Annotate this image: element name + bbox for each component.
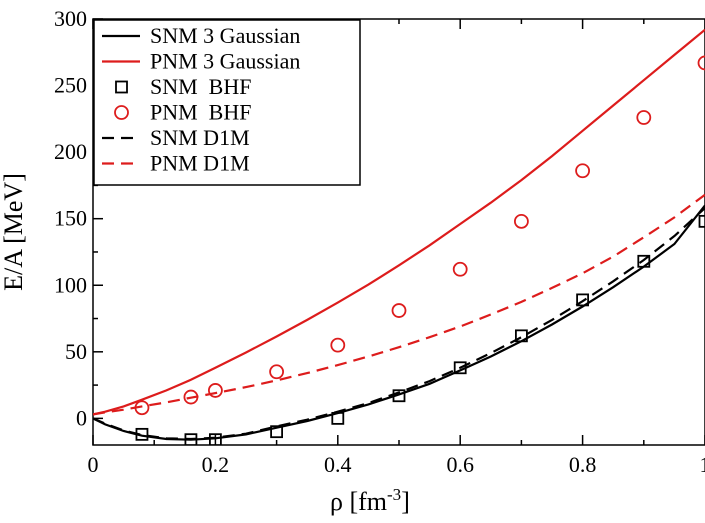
y-tick-label: 100 bbox=[54, 272, 87, 297]
y-tick-label: 0 bbox=[76, 405, 87, 430]
x-tick-label: 0.8 bbox=[569, 452, 597, 477]
legend-box bbox=[93, 19, 361, 186]
series-pnm-bhf-point bbox=[697, 55, 705, 71]
series-snm-bhf-point bbox=[392, 389, 406, 403]
legend-pnm-bhf-label: PNM BHF bbox=[150, 100, 251, 125]
series-pnm-bhf-point bbox=[207, 383, 223, 398]
series-pnm-bhf-point bbox=[514, 213, 529, 229]
legend-pnm-bhf-swatch bbox=[114, 105, 129, 120]
series-pnm-3-gaussian-line bbox=[93, 28, 705, 416]
series-pnm-bhf-point bbox=[636, 110, 652, 125]
legend-snm-bhf-swatch bbox=[115, 80, 128, 94]
series-snm-bhf-point bbox=[576, 293, 589, 307]
series-snm-bhf-point bbox=[270, 425, 284, 439]
series-snm-bhf-point bbox=[637, 254, 651, 268]
legend-pnm-d1m-label: PNM D1M bbox=[150, 151, 250, 176]
series-pnm-d1m-line bbox=[93, 193, 705, 416]
x-axis: 0 0.2 0.4 0.6 0.8 1 bbox=[88, 19, 705, 477]
series-pnm-bhf-point bbox=[391, 303, 407, 318]
series-layer bbox=[93, 28, 705, 445]
y-tick-label: 250 bbox=[54, 73, 87, 98]
y-axis: 0 50 100 150 200 250 300 bbox=[54, 6, 103, 430]
series-snm-bhf-point bbox=[208, 433, 222, 445]
x-tick-label: 0 bbox=[88, 452, 99, 477]
series-snm-d1m-line bbox=[93, 207, 705, 441]
series-pnm-bhf-point bbox=[269, 364, 285, 380]
series-snm-bhf-point bbox=[698, 214, 705, 228]
x-axis-label: ρ [fm-3] bbox=[330, 485, 410, 516]
x-tick-label: 1 bbox=[700, 452, 705, 477]
y-tick-label: 300 bbox=[54, 6, 87, 31]
x-tick-label: 0.2 bbox=[202, 452, 230, 477]
series-snm-bhf-point bbox=[515, 329, 528, 343]
series-snm-bhf-point bbox=[453, 361, 467, 375]
x-tick-label: 0.4 bbox=[324, 452, 352, 477]
series-snm-bhf-point bbox=[331, 411, 345, 425]
y-tick-label: 150 bbox=[54, 206, 87, 231]
legend-snm-3-gaussian-label: SNM 3 Gaussian bbox=[150, 23, 300, 48]
y-axis-label: E/A [MeV] bbox=[0, 173, 28, 291]
series-pnm-bhf-point bbox=[452, 261, 468, 277]
series-pnm-bhf-point bbox=[575, 163, 590, 179]
legend-snm-d1m-label: SNM D1M bbox=[150, 125, 250, 150]
y-tick-label: 200 bbox=[54, 139, 87, 164]
series-snm-3-gaussian-line bbox=[93, 204, 705, 441]
series-pnm-bhf-point bbox=[330, 337, 346, 353]
legend-pnm-3-gaussian-label: PNM 3 Gaussian bbox=[150, 49, 300, 74]
legend-snm-bhf-label: SNM BHF bbox=[150, 74, 251, 99]
y-tick-label: 50 bbox=[65, 339, 87, 364]
x-tick-label: 0.6 bbox=[446, 452, 474, 477]
